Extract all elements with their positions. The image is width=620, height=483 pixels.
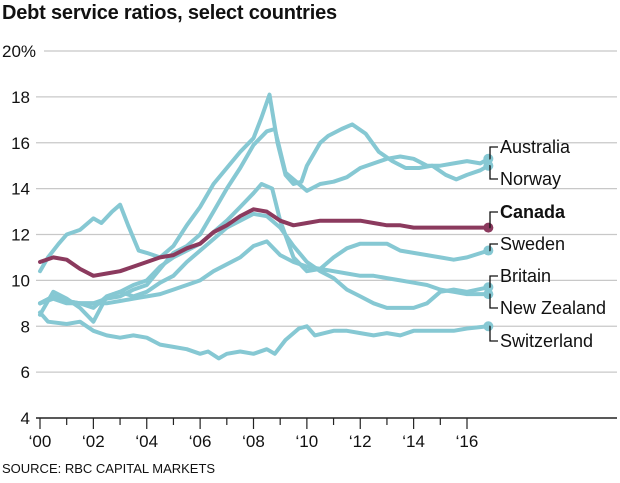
- x-tick-label: ‘06: [189, 432, 212, 451]
- x-tick-label: ‘10: [296, 432, 319, 451]
- series-line-new-zealand: [38, 239, 491, 306]
- legend-label-switzerland: Switzerland: [500, 331, 593, 351]
- y-tick-label: 10: [11, 271, 30, 290]
- series-end-dot: [483, 321, 494, 332]
- legend-leader: [489, 146, 498, 160]
- series-end-dot: [483, 289, 494, 300]
- series-end-dot: [483, 245, 494, 256]
- x-tick-label: ‘16: [456, 432, 479, 451]
- legend-leader: [489, 211, 498, 229]
- legend-leader: [489, 165, 498, 180]
- y-tick-label: 8: [21, 317, 30, 336]
- legend-label-britain: Britain: [500, 266, 551, 286]
- legend-label-norway: Norway: [500, 169, 561, 189]
- legend-label-canada: Canada: [500, 202, 566, 222]
- legend-label-sweden: Sweden: [500, 234, 565, 254]
- chart-title: Debt service ratios, select countries: [2, 2, 337, 24]
- series-line-canada: [38, 207, 491, 278]
- y-tick-label: 16: [11, 134, 30, 153]
- legend: Australia Norway Canada Sweden Britain New Ze…: [489, 137, 606, 351]
- legend-leader: [489, 325, 498, 342]
- series-end-dot: [483, 222, 494, 233]
- legend-leader: [489, 275, 498, 288]
- series-line-switzerland: [38, 310, 491, 361]
- x-axis: ‘00 ‘02 ‘04 ‘06 ‘08 ‘10 ‘12 ‘14 ‘16: [29, 417, 617, 451]
- y-tick-label: 12: [11, 226, 30, 245]
- series-line-sweden: [38, 182, 491, 310]
- y-tick-label: 14: [11, 180, 30, 199]
- y-tick-label: 20%: [2, 42, 36, 61]
- x-tick-label: ‘12: [349, 432, 372, 451]
- legend-label-new-zealand: New Zealand: [500, 298, 606, 318]
- series-end-dot: [483, 160, 494, 171]
- series-line-australia: [38, 127, 491, 306]
- series-end-dot: [483, 153, 494, 164]
- series-end-dot: [483, 282, 494, 293]
- y-tick-label: 18: [11, 88, 30, 107]
- legend-leader: [489, 243, 498, 252]
- gridlines: [36, 50, 617, 373]
- series-line-norway: [38, 92, 491, 274]
- y-tick-label: 4: [21, 409, 30, 428]
- legend-label-australia: Australia: [500, 137, 571, 157]
- x-tick-label: ‘04: [135, 432, 158, 451]
- x-tick-label: ‘02: [82, 432, 105, 451]
- source-note: SOURCE: RBC CAPITAL MARKETS: [2, 461, 216, 476]
- x-tick-label: ‘14: [402, 432, 425, 451]
- legend-leader: [489, 293, 498, 309]
- x-tick-label: ‘00: [29, 432, 52, 451]
- y-axis-ticks: 20% 18 16 14 12 10 8 6 4: [2, 42, 36, 428]
- x-tick-label: ‘08: [242, 432, 265, 451]
- y-tick-label: 6: [21, 363, 30, 382]
- series-lines: [38, 92, 494, 361]
- series-line-britain: [38, 211, 491, 324]
